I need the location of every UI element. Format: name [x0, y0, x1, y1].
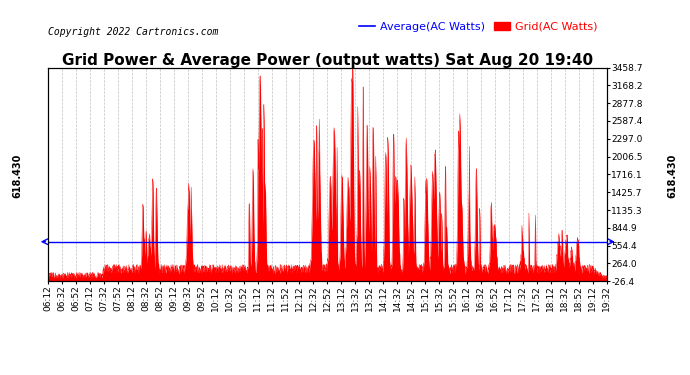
Text: Copyright 2022 Cartronics.com: Copyright 2022 Cartronics.com	[48, 27, 219, 37]
Text: 618.430: 618.430	[12, 154, 22, 198]
Text: 618.430: 618.430	[668, 154, 678, 198]
Legend: Average(AC Watts), Grid(AC Watts): Average(AC Watts), Grid(AC Watts)	[354, 18, 602, 36]
Title: Grid Power & Average Power (output watts) Sat Aug 20 19:40: Grid Power & Average Power (output watts…	[62, 53, 593, 68]
